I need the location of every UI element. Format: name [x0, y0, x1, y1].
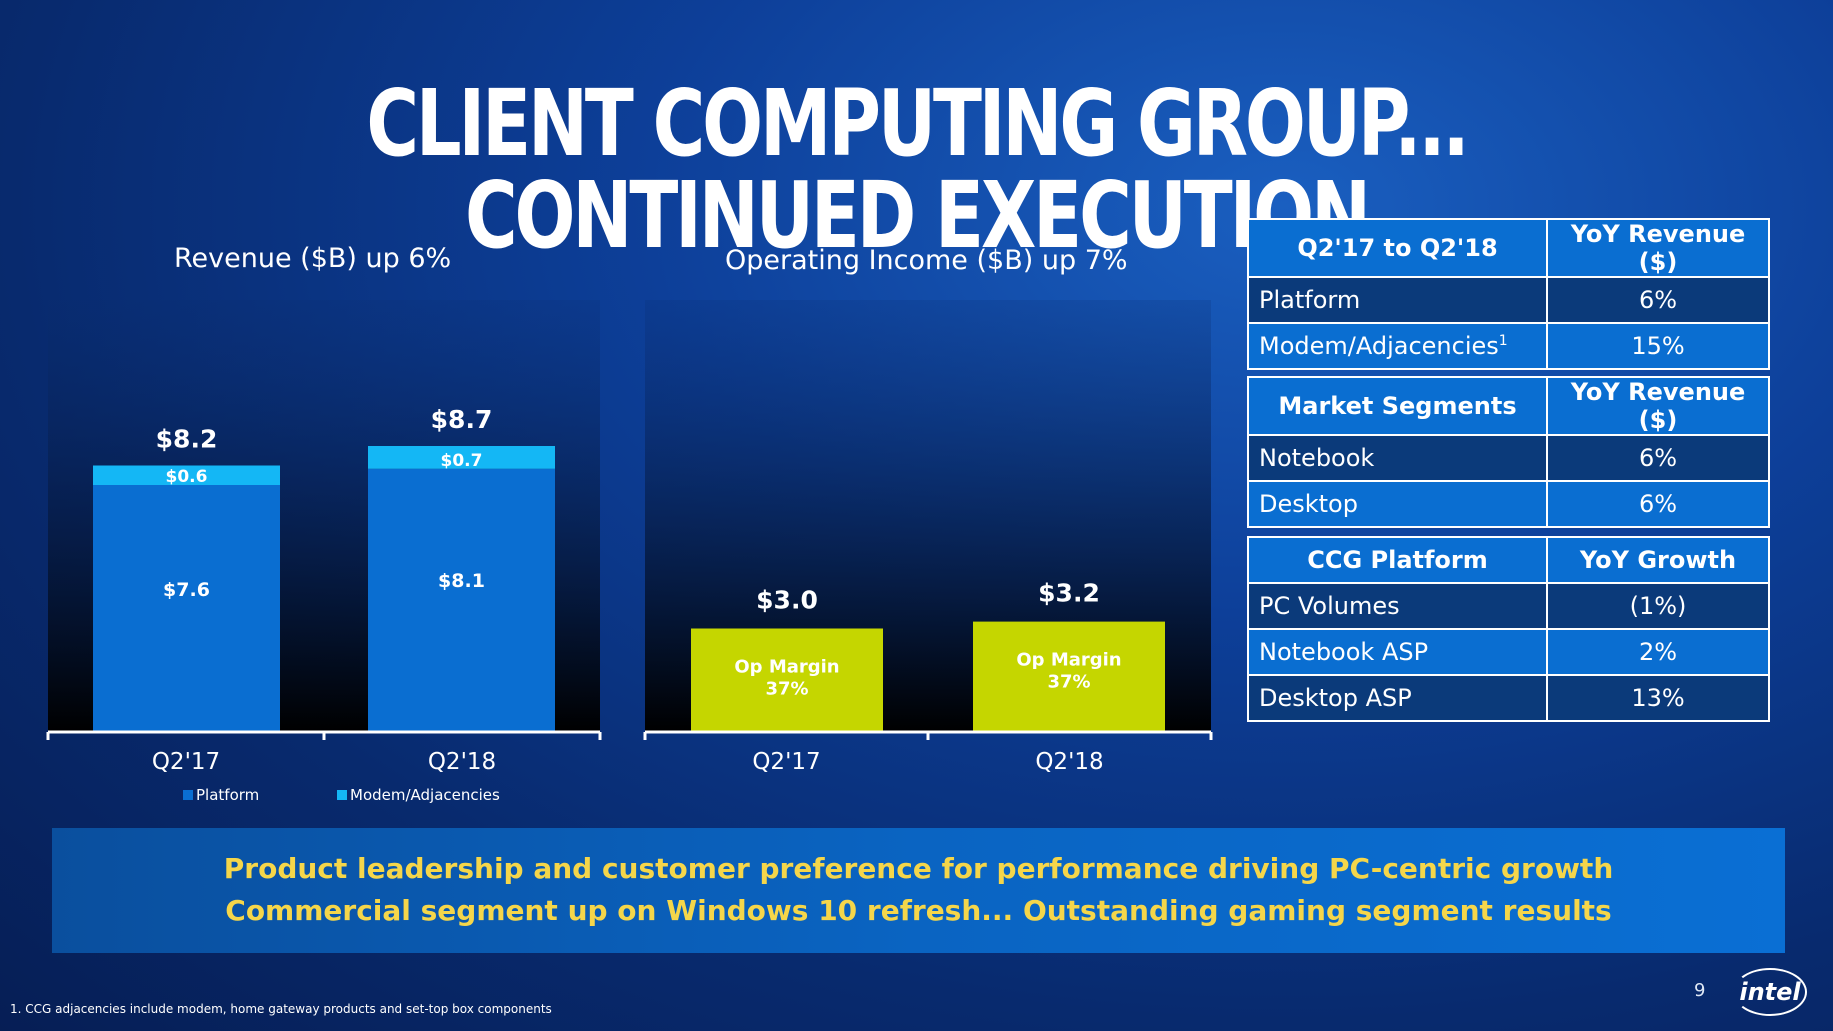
- table-cell: Notebook: [1247, 434, 1548, 482]
- banner-line-2: Commercial segment up on Windows 10 refr…: [225, 894, 1612, 927]
- table-cell: (1%): [1546, 582, 1770, 630]
- data-label-total: $3.2: [1038, 579, 1100, 608]
- bar-label-margin: Op Margin: [1016, 650, 1121, 671]
- bar-platform: [93, 485, 280, 732]
- table-header-cell: YoY Revenue ($): [1546, 218, 1770, 278]
- key-message-banner: Product leadership and customer preferen…: [52, 828, 1785, 953]
- page-title: CLIENT COMPUTING GROUP... CONTINUED EXEC…: [366, 70, 1469, 269]
- bar-platform: [368, 468, 555, 732]
- table-cell: 15%: [1546, 322, 1770, 370]
- revenue-chart-title: Revenue ($B) up 6%: [174, 243, 452, 274]
- table-row: Notebook ASP 2%: [1247, 628, 1770, 676]
- footnote: 1. CCG adjacencies include modem, home g…: [10, 1002, 552, 1016]
- bar-label-margin-value: 37%: [765, 679, 808, 700]
- legend-swatch-modem: [337, 790, 347, 800]
- data-label-total: $8.2: [156, 425, 218, 454]
- table-row: PC Volumes (1%): [1247, 582, 1770, 630]
- table-cell: Notebook ASP: [1247, 628, 1548, 676]
- data-label-modem: $0.7: [441, 451, 483, 471]
- table-cell-text: Modem/Adjacencies: [1259, 332, 1499, 360]
- x-tick-label: Q2'17: [152, 749, 220, 775]
- bar-operating-income: [691, 628, 883, 732]
- x-tick-label: Q2'18: [1035, 749, 1103, 775]
- table-header-cell: Q2'17 to Q2'18: [1247, 218, 1548, 278]
- table-cell: PC Volumes: [1247, 582, 1548, 630]
- table-row: Platform 6%: [1247, 276, 1770, 324]
- bar-operating-income: [973, 621, 1165, 732]
- ccg-platform-table: CCG Platform YoY Growth PC Volumes (1%) …: [1247, 536, 1770, 722]
- intel-logo-icon: intel: [1733, 968, 1807, 1016]
- bar-modem: [93, 465, 280, 485]
- x-tick-label: Q2'17: [752, 749, 820, 775]
- table-header-cell: Market Segments: [1247, 376, 1548, 436]
- revenue-chart: $7.6 $0.6 $8.2 $8.1 $0.7 $8.7 Q2'17 Q2'18 Platfo…: [46, 405, 602, 804]
- table-header-cell: YoY Revenue ($): [1546, 376, 1770, 436]
- table-header-cell: YoY Growth: [1546, 536, 1770, 584]
- table-cell: 6%: [1546, 480, 1770, 528]
- data-label-platform: $8.1: [438, 570, 485, 592]
- data-label-total: $3.0: [756, 586, 818, 615]
- legend-swatch-platform: [183, 790, 193, 800]
- market-segments-table: Market Segments YoY Revenue ($) Notebook…: [1247, 376, 1770, 528]
- legend-label-platform: Platform: [196, 786, 259, 804]
- data-label-modem: $0.6: [166, 467, 208, 487]
- table-row: Modem/Adjacencies1 15%: [1247, 322, 1770, 370]
- table-header-cell: CCG Platform: [1247, 536, 1548, 584]
- table-cell: 6%: [1546, 276, 1770, 324]
- bar-modem: [368, 446, 555, 469]
- revenue-breakdown-table: Q2'17 to Q2'18 YoY Revenue ($) Platform …: [1247, 218, 1770, 370]
- bar-label-margin: Op Margin: [734, 657, 839, 678]
- bar-label-margin-value: 37%: [1047, 672, 1090, 693]
- data-label-total: $8.7: [431, 405, 493, 434]
- operating-income-chart-title: Operating Income ($B) up 7%: [725, 245, 1128, 276]
- table-cell: 6%: [1546, 434, 1770, 482]
- page-number: 9: [1694, 980, 1706, 1001]
- table-cell: 13%: [1546, 674, 1770, 722]
- footnote-marker: 1: [1498, 333, 1508, 349]
- legend-label-modem: Modem/Adjacencies: [350, 786, 500, 804]
- table-cell: Modem/Adjacencies1: [1247, 322, 1548, 370]
- data-label-platform: $7.6: [163, 579, 210, 601]
- table-row: Desktop 6%: [1247, 480, 1770, 528]
- table-cell: Desktop: [1247, 480, 1548, 528]
- table-cell: Platform: [1247, 276, 1548, 324]
- x-tick-label: Q2'18: [428, 749, 496, 775]
- table-cell: 2%: [1546, 628, 1770, 676]
- table-row: Notebook 6%: [1247, 434, 1770, 482]
- table-cell: Desktop ASP: [1247, 674, 1548, 722]
- banner-line-1: Product leadership and customer preferen…: [223, 852, 1614, 885]
- table-row: Desktop ASP 13%: [1247, 674, 1770, 722]
